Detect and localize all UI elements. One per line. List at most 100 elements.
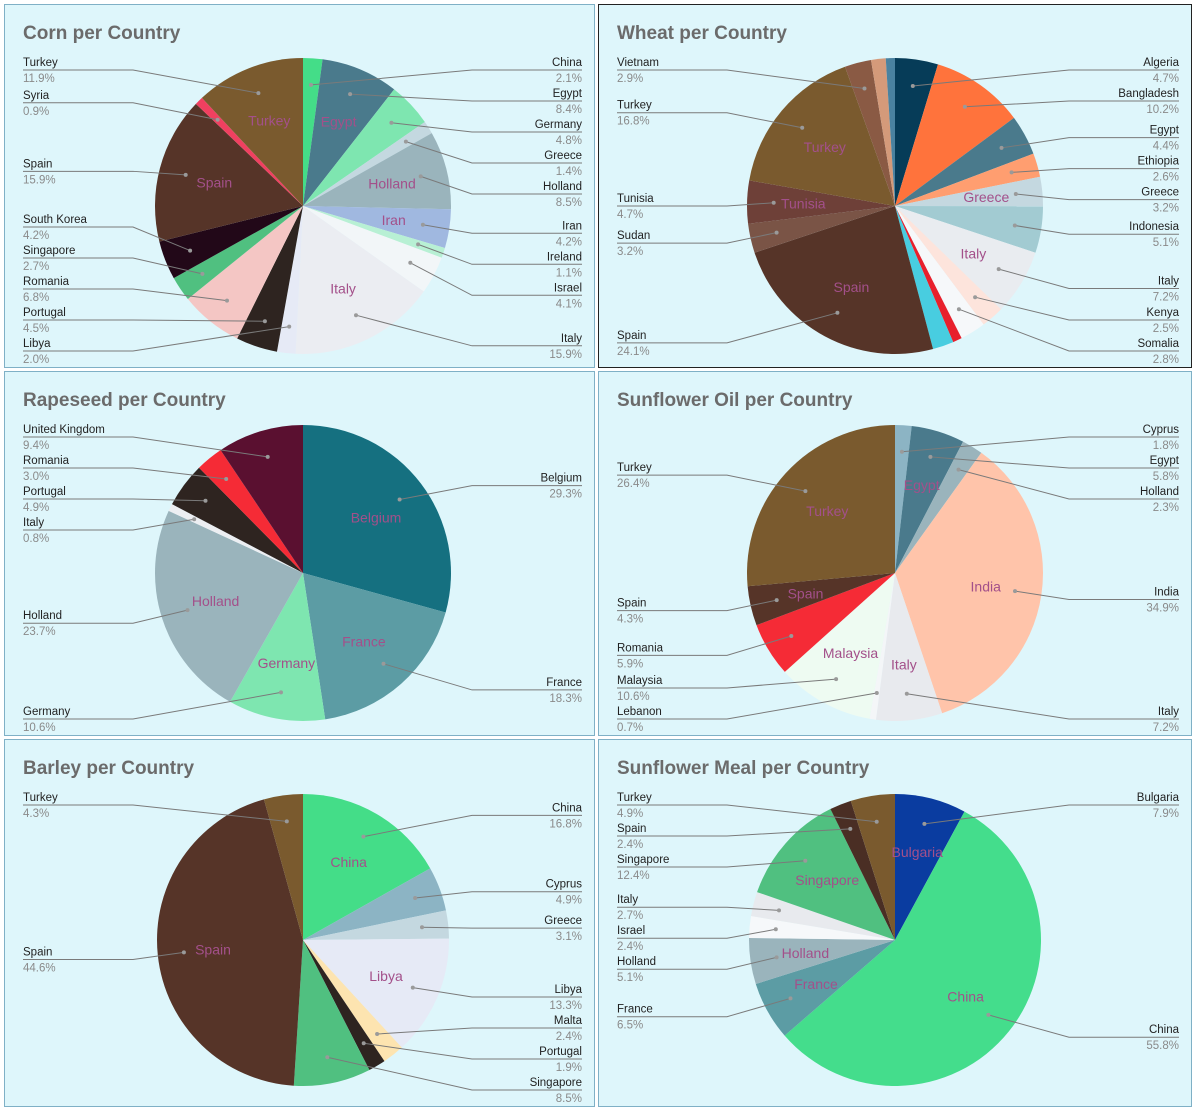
pie-slice-china[interactable] — [784, 811, 1042, 1087]
chart-panel-sunflower-oil: Sunflower Oil per Country Egypt India Ital… — [598, 371, 1192, 736]
slice-label-greece: Greece — [544, 150, 582, 162]
pie-slice-germany[interactable] — [303, 89, 425, 206]
leader-line-bangladesh — [964, 100, 1179, 108]
pie-slice-syria[interactable] — [195, 97, 303, 206]
slice-pct-vietnam: 2.9% — [617, 73, 643, 85]
pie-slice-bulgaria[interactable] — [895, 794, 965, 940]
pie-slice-malta[interactable] — [303, 940, 402, 1062]
slice-pct-spain: 4.3% — [617, 614, 643, 626]
pie-slice-romania[interactable] — [199, 450, 303, 573]
pie-slice-italy[interactable] — [168, 504, 303, 573]
pie-slice-unlabeled-9[interactable] — [895, 206, 962, 343]
pie-slice-belgium[interactable] — [303, 425, 451, 613]
pie-slice-egypt[interactable] — [303, 59, 395, 206]
pie-slice-lebanon[interactable] — [869, 573, 895, 720]
pie-slice-kenya[interactable] — [895, 206, 1002, 325]
pie-slice-portugal[interactable] — [303, 940, 385, 1071]
slice-pct-germany: 4.8% — [556, 135, 582, 147]
slice-label-portugal: Portugal — [23, 486, 66, 498]
pie-slice-china[interactable] — [303, 794, 431, 940]
pie-slice-turkey[interactable] — [749, 66, 895, 206]
chart-title: Sunflower Meal per Country — [617, 758, 870, 779]
pie-slice-romania[interactable] — [187, 206, 303, 339]
leader-line-spain — [23, 951, 184, 960]
leader-dot-turkey — [803, 489, 808, 494]
slice-pct-ethiopia: 2.6% — [1153, 172, 1179, 184]
pie-slice-spain[interactable] — [155, 103, 303, 242]
pie-slices — [157, 794, 449, 1086]
pie-slice-turkey[interactable] — [263, 794, 303, 940]
pie-slice-israel[interactable] — [749, 916, 895, 940]
leader-dot-india — [1013, 589, 1017, 594]
pie-slice-holland[interactable] — [895, 441, 982, 573]
pie-slice-unlabeled-10[interactable] — [895, 206, 954, 350]
pie-slice-singapore[interactable] — [173, 206, 303, 300]
pie-slice-greece[interactable] — [895, 176, 1044, 207]
pie-slice-iran[interactable] — [303, 206, 451, 248]
pie-slice-sudan[interactable] — [748, 206, 895, 253]
pie-slice-greece[interactable] — [303, 121, 432, 206]
pie-slice-egypt[interactable] — [895, 425, 964, 573]
slice-label-turkey: Turkey — [617, 462, 652, 474]
pie-slice-south-korea[interactable] — [159, 206, 303, 279]
pie-slice-india[interactable] — [895, 452, 1043, 714]
pie-slice-france[interactable] — [755, 940, 895, 1036]
pie-slice-spain[interactable] — [754, 206, 934, 355]
pie-slice-libya[interactable] — [303, 938, 449, 1048]
pie-slice-tunisia[interactable] — [746, 180, 895, 224]
slice-label-united-kingdom: United Kingdom — [23, 424, 105, 436]
pie-slice-algeria[interactable] — [895, 58, 938, 206]
pie-slice-turkey[interactable] — [850, 794, 895, 940]
leader-dot-china — [986, 1012, 991, 1017]
pie-slice-united-kingdom[interactable] — [220, 425, 303, 573]
pie-slice-cyprus[interactable] — [303, 868, 446, 940]
pie-slice-indonesia[interactable] — [895, 206, 1043, 253]
pie-chart-barley: China Libya Spain Turkey 4.3% Spain 44.6% China… — [23, 792, 583, 1105]
pie-slice-unlabeled-16[interactable] — [871, 58, 895, 206]
pie-slice-germany[interactable] — [230, 573, 326, 721]
pie-slice-ireland[interactable] — [303, 206, 445, 258]
leader-dot-libya — [410, 985, 415, 990]
slice-label-egypt: Egypt — [553, 88, 583, 100]
pie-slice-italy[interactable] — [295, 206, 424, 354]
slice-inner-label-china: China — [947, 989, 984, 1005]
pie-slice-bangladesh[interactable] — [895, 64, 1014, 206]
leader-dot-sudan — [774, 230, 779, 235]
pie-slice-spain[interactable] — [747, 573, 895, 626]
leader-line-iran — [422, 224, 582, 234]
chart-title: Sunflower Oil per Country — [617, 390, 853, 411]
pie-slice-turkey[interactable] — [201, 58, 303, 206]
pie-slice-cyprus[interactable] — [895, 425, 912, 573]
pie-slice-italy[interactable] — [750, 892, 895, 940]
pie-slice-holland[interactable] — [748, 937, 895, 984]
pie-slice-china[interactable] — [303, 57, 323, 206]
leader-dot-cyprus — [899, 449, 904, 454]
slice-inner-label-spain: Spain — [196, 175, 232, 191]
pie-slice-somalia[interactable] — [895, 206, 984, 339]
pie-slice-libya[interactable] — [276, 206, 303, 354]
pie-slice-israel[interactable] — [303, 206, 442, 292]
pie-slice-turkey[interactable] — [746, 425, 895, 587]
pie-slice-italy[interactable] — [875, 573, 943, 721]
pie-slice-unlabeled-17[interactable] — [885, 58, 895, 206]
pie-slice-italy[interactable] — [895, 206, 1036, 310]
pie-slice-egypt[interactable] — [895, 117, 1034, 206]
slice-pct-portugal: 4.9% — [23, 502, 49, 514]
pie-slice-france[interactable] — [303, 573, 446, 720]
pie-slice-greece[interactable] — [303, 910, 449, 940]
pie-slice-portugal[interactable] — [237, 206, 303, 352]
pie-slice-spain[interactable] — [157, 799, 303, 1086]
pie-slice-romania[interactable] — [756, 573, 895, 672]
pie-slice-portugal[interactable] — [171, 467, 303, 573]
slice-pct-singapore: 2.7% — [23, 261, 49, 273]
leader-dot-turkey — [800, 125, 805, 130]
pie-slice-singapore[interactable] — [757, 809, 895, 940]
pie-slice-singapore[interactable] — [293, 940, 370, 1086]
pie-slice-ethiopia[interactable] — [895, 153, 1041, 206]
pie-slice-holland[interactable] — [154, 510, 303, 702]
pie-slice-spain[interactable] — [830, 800, 895, 940]
pie-slice-holland[interactable] — [303, 133, 451, 210]
pie-slice-malaysia[interactable] — [784, 573, 895, 719]
slice-labels: Greece Italy Spain Tunisia Turkey Vietnam 2.9%… — [617, 57, 1180, 366]
pie-slice-vietnam[interactable] — [845, 59, 895, 207]
